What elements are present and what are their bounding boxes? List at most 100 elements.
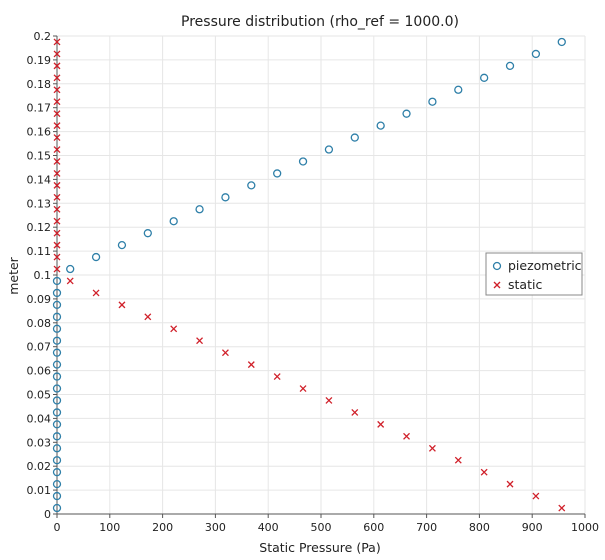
static-point [53,50,61,58]
static-point [53,86,61,94]
static-point [53,74,61,82]
static-point [53,158,61,165]
piezometric-point [298,157,308,166]
static-point [53,229,61,237]
static-point [53,265,61,273]
piezometric-point [324,145,334,154]
y-axis-label: meter [6,256,21,294]
y-tick-label: 0.06 [27,365,52,378]
piezometric-point [195,205,204,214]
static-point [66,277,74,285]
piezometric-point [52,503,62,513]
piezometric-point [480,73,489,82]
static-point [221,349,229,357]
x-tick-label: 100 [99,521,120,534]
chart-title: Pressure distribution (rho_ref = 1000.0) [181,14,459,30]
static-point [92,289,100,297]
piezometric-point [221,193,230,202]
static-point [454,456,462,464]
x-tick-label: 700 [416,521,437,534]
y-tick-label: 0.07 [27,341,52,354]
y-tick-label: 0.19 [27,54,52,67]
piezometric-point [531,49,541,59]
piezometric-point [52,372,62,381]
static-point [144,313,152,321]
y-tick-label: 0 [44,508,51,521]
y-tick-label: 0.2 [34,30,52,43]
static-point [428,444,436,452]
static-point [53,146,61,153]
piezometric-point [117,240,127,250]
x-tick-label: 400 [258,521,279,534]
y-tick-label: 0.01 [27,484,52,497]
piezometric-point [454,85,463,94]
y-tick-label: 0.05 [27,389,52,402]
y-tick-label: 0.02 [27,460,52,473]
static-point [53,98,61,106]
static-point [506,480,514,488]
piezometric-point [169,217,178,226]
y-tick-label: 0.09 [27,293,52,306]
static-point [53,217,61,225]
static-point [53,253,61,261]
static-point [53,38,61,46]
axes [53,35,586,518]
y-tick-label: 0.08 [27,317,52,330]
x-tick-labels: 0 100 200 300 400 500 600 700 800 900 1000 [54,521,600,534]
data-points [52,37,566,513]
piezometric-point [52,360,62,369]
piezometric-point [52,491,62,501]
static-point [53,181,61,189]
y-tick-label: 0.13 [27,197,52,210]
y-tick-labels: 0 0.01 0.02 0.03 0.04 0.05 0.06 0.07 0.08 0.09 0.1… [27,30,52,521]
piezometric-point [52,408,62,417]
legend: piezometric static [485,252,583,296]
piezometric-point [52,324,62,333]
y-tick-label: 0.18 [27,78,52,91]
legend-piezometric-label: piezometric [508,258,582,273]
static-point [53,134,61,142]
x-tick-label: 1000 [571,521,599,534]
x-tick-label: 600 [363,521,384,534]
static-point [53,205,61,213]
static-point [273,373,281,381]
y-tick-label: 0.04 [27,412,52,425]
piezometric-point [52,312,62,321]
y-tick-label: 0.15 [27,150,52,163]
piezometric-point [52,384,62,393]
piezometric-point [52,336,62,345]
static-point [53,193,61,201]
static-point [170,325,178,333]
piezometric-point [52,468,62,477]
legend-piezometric-marker [492,261,502,271]
x-tick-label: 300 [205,521,226,534]
x-tick-label: 900 [522,521,543,534]
piezometric-point [52,479,62,489]
x-tick-label: 500 [311,521,332,534]
piezometric-point [52,396,62,405]
piezometric-point [52,420,62,429]
static-point [403,432,410,440]
legend-static-marker [493,281,501,289]
piezometric-point [247,181,256,190]
piezometric-point [52,348,62,357]
piezometric-point [428,97,437,106]
x-axis-label: Static Pressure (Pa) [259,540,380,555]
piezometric-point [52,456,62,465]
static-point [351,408,359,416]
piezometric-point [91,252,101,262]
static-point [299,385,307,392]
piezometric-point [350,133,359,142]
piezometric-point [273,169,282,178]
x-tick-label: 800 [469,521,490,534]
static-point [532,492,540,500]
piezometric-point [52,444,62,453]
y-tick-label: 0.11 [27,245,52,258]
static-point [53,169,61,177]
piezometric-point [52,288,62,298]
piezometric-point [143,229,152,238]
piezometric-point [52,276,62,286]
piezometric-point [402,109,411,118]
